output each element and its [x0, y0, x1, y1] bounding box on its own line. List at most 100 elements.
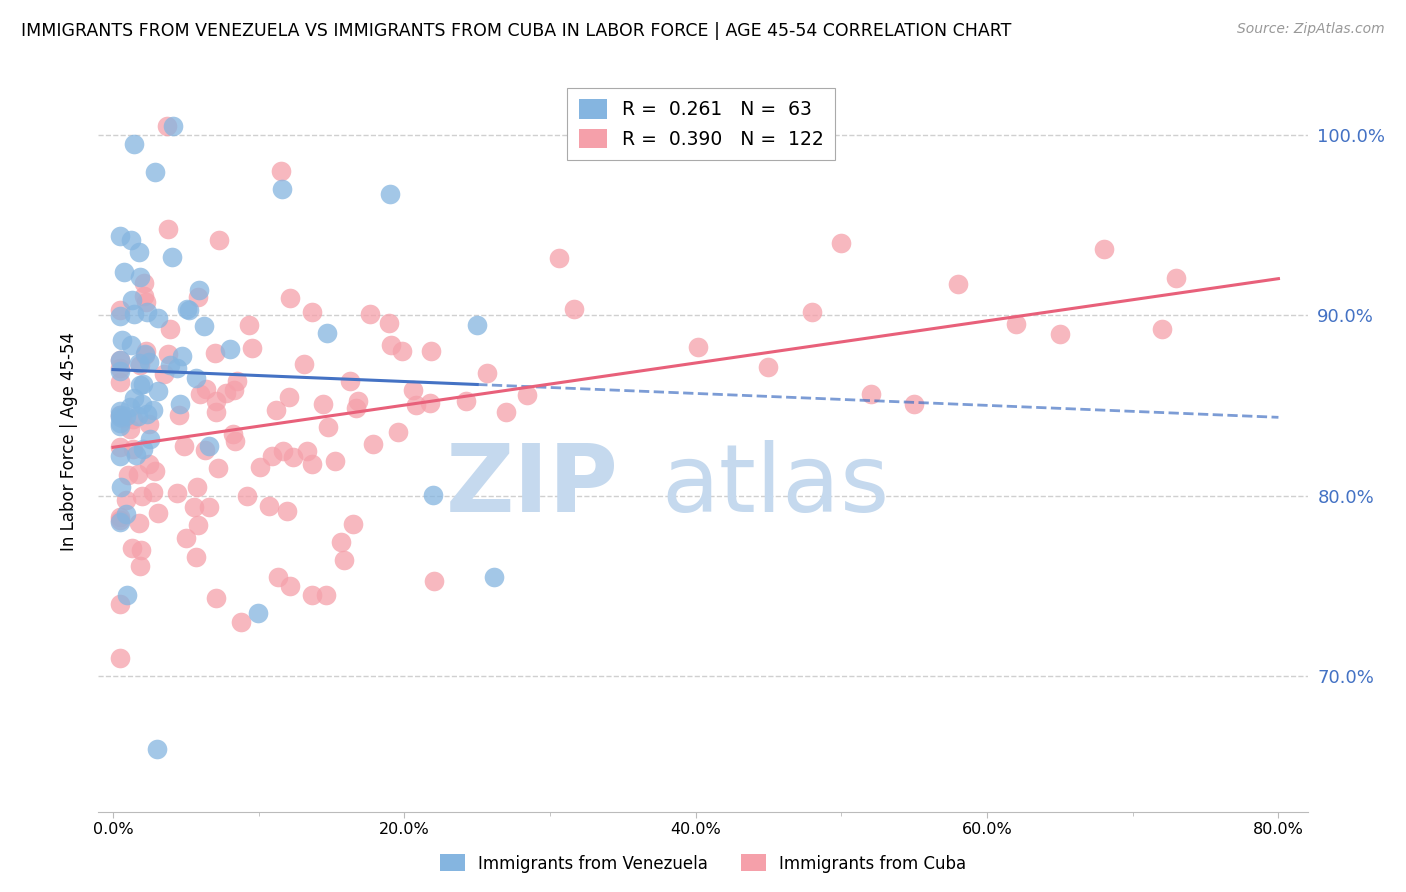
Point [169, 397, 191, 411]
Point [138, 355, 160, 369]
Point [688, 339, 710, 353]
Point [120, 337, 142, 351]
Point [186, 371, 208, 385]
Text: atlas: atlas [661, 440, 890, 532]
Point [110, 440, 132, 454]
Point [127, 467, 149, 481]
Point [204, 346, 226, 360]
Point [110, 480, 132, 494]
Point [267, 570, 290, 584]
Point [131, 489, 153, 503]
Point [159, 321, 181, 335]
Point [134, 347, 156, 361]
Point [121, 541, 143, 555]
Legend: R =  0.261   N =  63, R =  0.390   N =  122: R = 0.261 N = 63, R = 0.390 N = 122 [567, 88, 835, 160]
Point [128, 245, 150, 260]
Point [257, 499, 280, 513]
Point [1164, 271, 1187, 285]
Point [801, 305, 824, 319]
Point [128, 516, 150, 530]
Point [219, 342, 242, 356]
Point [110, 228, 132, 243]
Point [177, 302, 200, 317]
Point [859, 386, 882, 401]
Point [215, 385, 238, 400]
Point [183, 500, 205, 514]
Point [110, 408, 132, 422]
Point [146, 311, 169, 326]
Point [1150, 322, 1173, 336]
Point [495, 405, 517, 419]
Point [110, 375, 132, 389]
Point [423, 574, 446, 589]
Point [134, 347, 156, 361]
Point [186, 480, 208, 494]
Point [946, 277, 969, 291]
Point [391, 344, 413, 359]
Point [110, 651, 132, 665]
Point [122, 136, 145, 151]
Point [114, 409, 136, 423]
Point [122, 307, 145, 321]
Point [132, 289, 155, 303]
Point [110, 513, 132, 527]
Point [271, 444, 294, 458]
Point [129, 559, 152, 574]
Point [516, 388, 538, 402]
Point [167, 408, 190, 422]
Point [387, 425, 409, 440]
Point [153, 367, 176, 381]
Point [110, 597, 132, 611]
Point [758, 359, 780, 374]
Point [482, 570, 505, 584]
Point [249, 459, 271, 474]
Point [342, 517, 364, 532]
Point [281, 450, 304, 464]
Point [117, 468, 139, 483]
Point [247, 606, 270, 620]
Point [176, 532, 198, 546]
Point [240, 341, 263, 355]
Point [110, 303, 132, 318]
Point [278, 390, 301, 404]
Point [176, 302, 198, 317]
Point [110, 418, 132, 433]
Point [143, 165, 166, 179]
Point [830, 236, 852, 251]
Point [264, 403, 287, 417]
Point [135, 343, 157, 358]
Point [419, 395, 441, 409]
Point [548, 251, 571, 265]
Text: IMMIGRANTS FROM VENEZUELA VS IMMIGRANTS FROM CUBA IN LABOR FORCE | AGE 45-54 COR: IMMIGRANTS FROM VENEZUELA VS IMMIGRANTS … [21, 22, 1011, 40]
Point [156, 222, 179, 236]
Point [312, 397, 335, 411]
Point [132, 377, 155, 392]
Point [129, 377, 152, 392]
Point [115, 588, 138, 602]
Point [205, 591, 228, 606]
Point [110, 404, 132, 418]
Point [224, 383, 246, 397]
Point [222, 427, 245, 442]
Point [315, 588, 337, 602]
Point [173, 439, 195, 453]
Point [115, 507, 138, 521]
Point [465, 318, 488, 332]
Point [318, 420, 340, 434]
Point [136, 407, 159, 421]
Point [301, 588, 323, 602]
Point [120, 422, 142, 436]
Y-axis label: In Labor Force | Age 45-54: In Labor Force | Age 45-54 [59, 332, 77, 551]
Point [187, 290, 209, 304]
Point [562, 302, 585, 317]
Point [110, 353, 132, 368]
Point [166, 360, 188, 375]
Point [276, 504, 298, 518]
Point [198, 500, 221, 514]
Point [229, 615, 252, 629]
Point [172, 349, 194, 363]
Point [156, 119, 179, 133]
Point [139, 432, 162, 446]
Point [162, 250, 184, 264]
Point [339, 375, 361, 389]
